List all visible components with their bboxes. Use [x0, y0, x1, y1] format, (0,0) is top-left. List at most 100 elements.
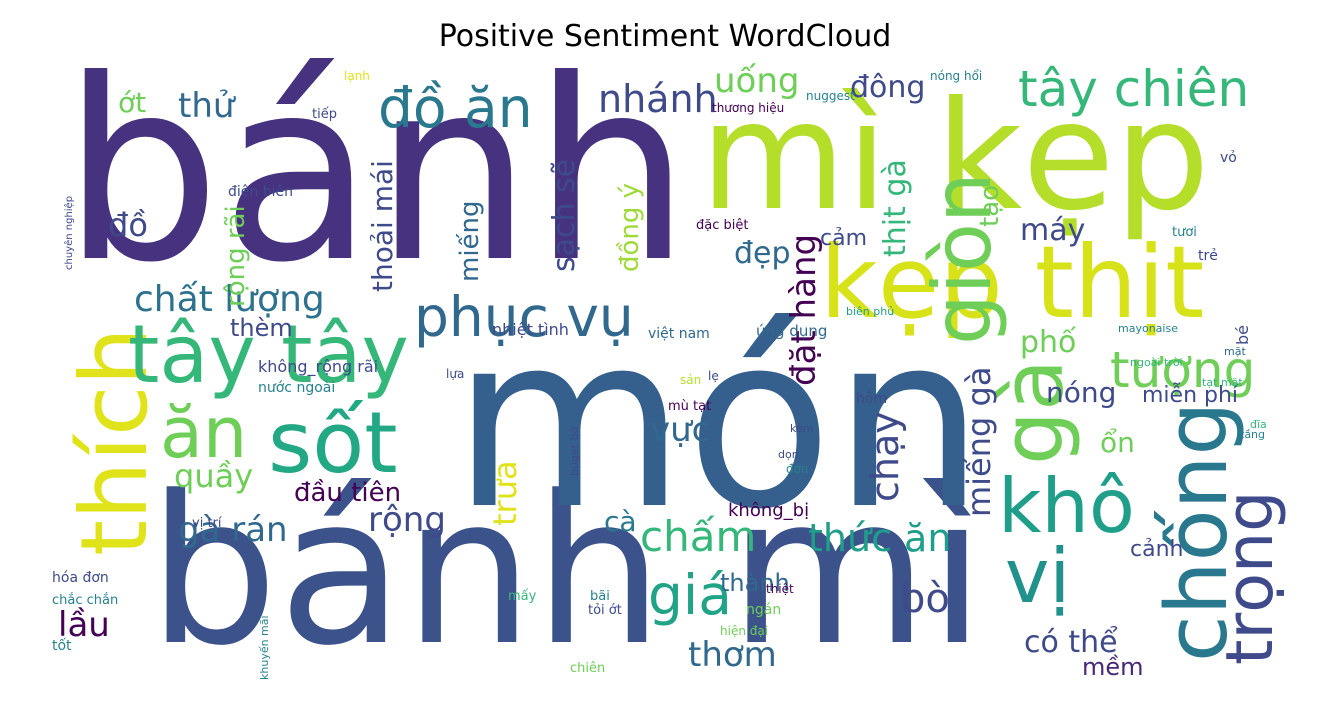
word: buger bò — [568, 426, 581, 476]
word: bãi — [590, 589, 610, 604]
word: miếng — [455, 200, 485, 282]
word: thích — [61, 327, 168, 556]
word: vỏ — [1220, 150, 1237, 166]
word: hiện đại — [720, 624, 768, 638]
word: vị — [1005, 532, 1070, 620]
word: gà — [984, 359, 1083, 465]
word: ớt — [118, 86, 146, 119]
word: bò — [900, 576, 950, 622]
word: có thể — [1024, 624, 1118, 660]
word: tạt mặt — [1202, 376, 1243, 389]
word: đĩa — [1250, 418, 1267, 431]
word: phố — [1020, 325, 1077, 360]
word: sản — [680, 373, 701, 387]
word: ngán — [746, 602, 781, 618]
word: rộng — [368, 500, 446, 540]
chart-title: Positive Sentiment WordCloud — [439, 19, 892, 54]
word: nóng — [1046, 376, 1116, 409]
word: nước ngoài — [258, 380, 335, 396]
word: khô — [998, 462, 1135, 550]
word: bé — [1233, 325, 1252, 345]
word: đơn — [786, 462, 809, 476]
word: máy — [1020, 213, 1085, 248]
word: bánh mì — [148, 453, 985, 691]
word: mặt — [1224, 345, 1246, 358]
word: thèm — [230, 314, 293, 342]
word: đồng ý — [615, 183, 645, 272]
word: điện biên — [228, 184, 293, 200]
word: gà rán — [178, 510, 288, 550]
word: vực — [650, 410, 710, 450]
word: đồ — [108, 206, 148, 244]
word: ổn — [1100, 426, 1135, 459]
word: thành — [720, 569, 790, 597]
word: lẹ — [708, 369, 719, 383]
word: chạy — [863, 411, 907, 502]
word: mềm — [1082, 653, 1144, 681]
word: đồ ăn — [378, 76, 533, 140]
word: sốt — [268, 394, 398, 493]
word: lựa — [446, 367, 464, 381]
word: chiên — [570, 661, 605, 676]
word: chắc chắn — [52, 593, 118, 608]
word: tốt — [52, 637, 72, 654]
word: tạo — [975, 185, 1005, 227]
word: chất lượng — [134, 279, 325, 320]
word: cà — [604, 505, 637, 538]
word: đặc biệt — [696, 218, 748, 233]
word: thiệt — [766, 582, 794, 596]
word: hôm — [856, 391, 887, 407]
word: lầu — [58, 605, 110, 645]
word: chuyên nghiệp — [63, 196, 75, 270]
word: mấy — [508, 589, 537, 604]
word: nhánh — [598, 77, 718, 121]
word: chấm — [640, 512, 756, 561]
word: tươi — [1172, 225, 1197, 240]
word: biên phủ — [846, 305, 894, 318]
word: lạnh — [344, 69, 370, 83]
word: đông — [850, 70, 925, 105]
word: tỏi ớt — [588, 603, 622, 618]
word: nóng hổi — [930, 69, 982, 83]
word: thơm — [688, 635, 777, 675]
word: trưa — [486, 460, 524, 526]
word: mì kẹp — [700, 70, 1210, 244]
word: mù tạt — [668, 399, 711, 414]
word: ngoài trời — [1130, 356, 1183, 369]
word: đầu tiên — [294, 478, 401, 508]
word: không_rộng rãi — [258, 357, 378, 377]
word: giá — [648, 563, 732, 627]
word: rộng rãi — [221, 205, 251, 307]
word: tượng — [1110, 341, 1255, 399]
word: tiếp — [312, 107, 337, 122]
word: cảm — [820, 226, 867, 251]
word: trẻ — [1198, 248, 1218, 264]
word: hóa đơn — [52, 570, 109, 586]
word: nuggest — [806, 89, 855, 103]
word: ứng dụng — [756, 322, 827, 340]
word: đẹp — [734, 236, 791, 271]
word: kẹp thịt — [820, 224, 1204, 341]
word: miếng gà — [960, 367, 998, 517]
word: thịt gà — [878, 159, 913, 257]
word: phục vụ — [414, 285, 634, 349]
word: thương hiệu — [712, 101, 784, 115]
word: thoải mái — [366, 160, 399, 292]
word: ăn — [160, 392, 247, 474]
word: uống — [714, 61, 799, 101]
word: dọn — [778, 448, 799, 461]
word: bánh — [62, 26, 691, 317]
word: khuyến mãi — [258, 615, 271, 680]
word: mayonaise — [1118, 322, 1178, 335]
word: không_bị — [728, 500, 809, 521]
word: trọng — [1213, 491, 1288, 665]
word: kèm — [790, 422, 813, 435]
word: món — [452, 282, 985, 562]
word: miễn phí — [1142, 382, 1239, 408]
word: nhiệt tình — [492, 320, 569, 339]
word: tầng — [1240, 428, 1265, 441]
word: sạch sẽ — [547, 159, 582, 272]
word: chống — [1148, 402, 1247, 662]
word: tây chiên — [1018, 60, 1249, 118]
